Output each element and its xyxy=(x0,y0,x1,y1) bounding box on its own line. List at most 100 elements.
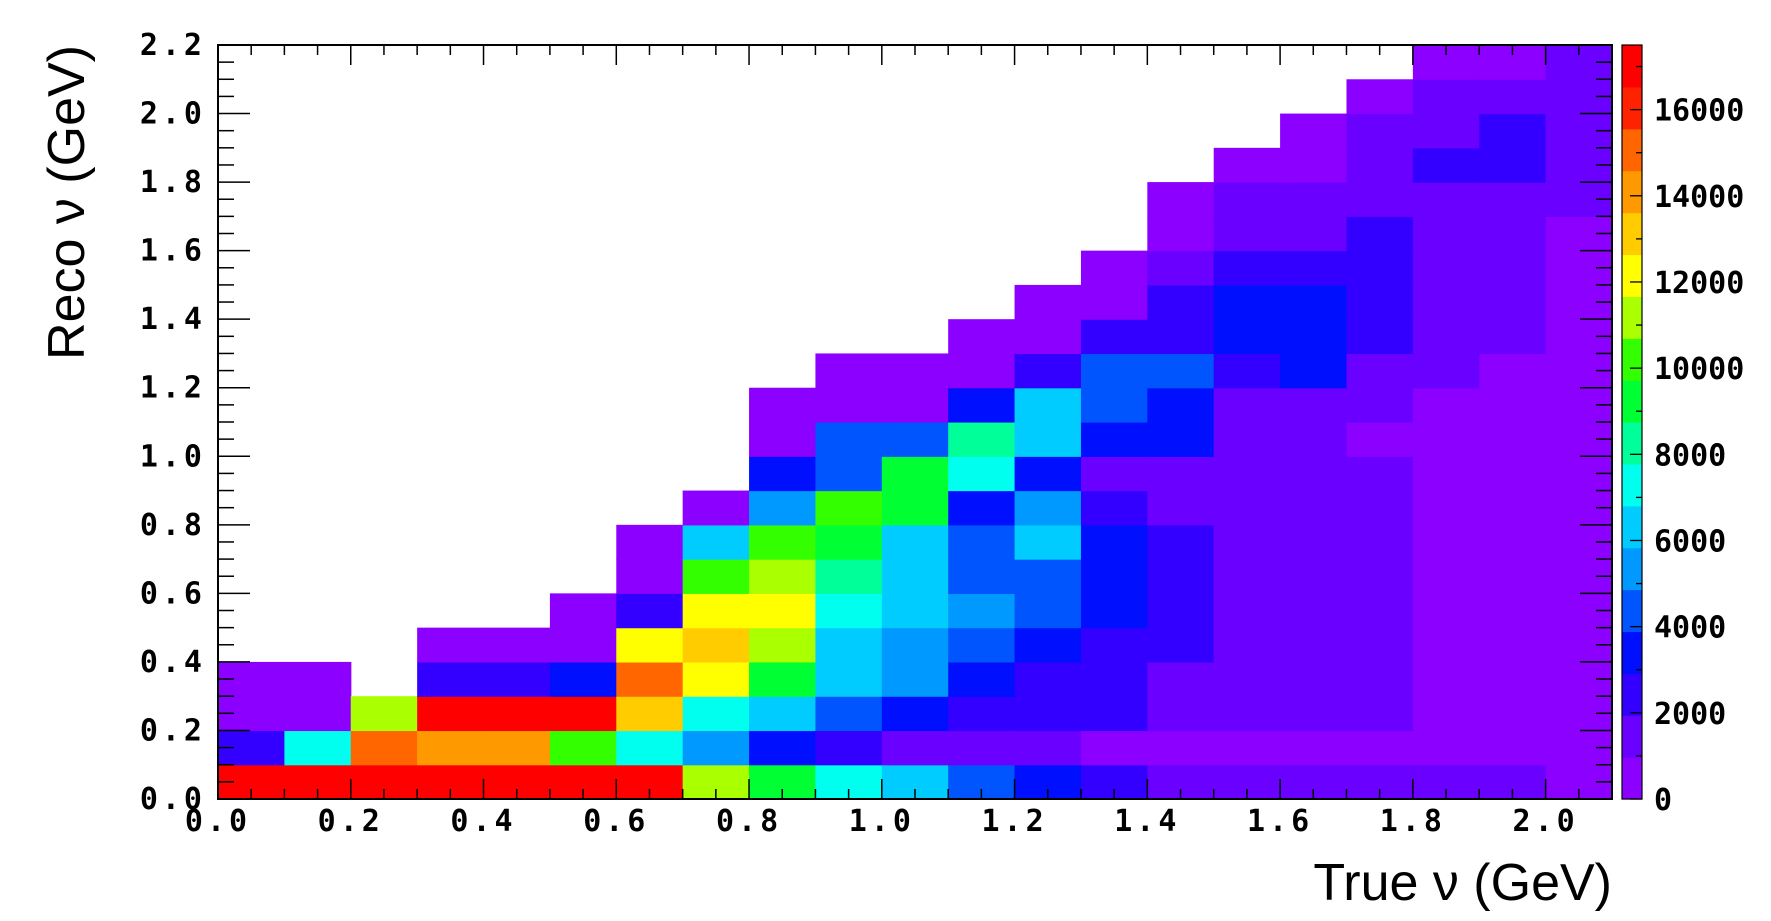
heatmap-cell xyxy=(1014,284,1082,320)
heatmap-cell xyxy=(549,696,617,732)
heatmap-cell xyxy=(749,593,817,629)
y-tick-label: 1.8 xyxy=(140,165,206,200)
heatmap-cell xyxy=(1479,250,1547,286)
heatmap-cell xyxy=(1346,147,1414,183)
heatmap-cell xyxy=(948,422,1016,457)
x-tick-label: 1.0 xyxy=(849,804,915,839)
colorbar-tick-label: 12000 xyxy=(1654,266,1744,301)
heatmap-cell xyxy=(749,456,817,492)
heatmap-cell xyxy=(417,696,485,732)
heatmap-cell xyxy=(1346,216,1414,252)
heatmap-cell xyxy=(1479,216,1547,252)
heatmap-cell xyxy=(1014,524,1082,560)
heatmap-cell xyxy=(549,627,617,663)
y-tick-label: 1.6 xyxy=(140,234,206,269)
heatmap-cell xyxy=(1280,661,1348,697)
heatmap-cell xyxy=(1412,387,1480,423)
heatmap-cell xyxy=(881,524,949,560)
heatmap-cell xyxy=(1280,559,1348,594)
colorbar-segment xyxy=(1622,422,1642,465)
heatmap-cell xyxy=(483,696,551,732)
heatmap-cell xyxy=(1147,490,1215,526)
heatmap-cell xyxy=(1147,216,1215,252)
heatmap-cell xyxy=(1014,319,1082,355)
heatmap-cell xyxy=(1280,284,1348,320)
heatmap-cell xyxy=(350,730,418,766)
heatmap-cell xyxy=(1412,319,1480,355)
heatmap-cell xyxy=(1213,319,1281,355)
x-tick-label: 2.0 xyxy=(1513,804,1579,839)
heatmap-cell xyxy=(1280,113,1348,149)
heatmap-cell xyxy=(1147,559,1215,594)
heatmap-cell xyxy=(1014,456,1082,492)
heatmap-cell xyxy=(749,696,817,732)
heatmap-cell xyxy=(682,490,750,526)
y-tick-label: 0.8 xyxy=(140,508,206,543)
heatmap-cell xyxy=(1213,490,1281,526)
heatmap-cell xyxy=(1280,319,1348,355)
heatmap-cells xyxy=(218,45,1613,800)
heatmap-cell xyxy=(948,490,1016,526)
heatmap-cell xyxy=(1479,559,1547,594)
y-tick-label: 0.0 xyxy=(140,782,206,817)
heatmap-cell xyxy=(1080,250,1148,286)
heatmap-cell xyxy=(1412,113,1480,149)
heatmap-cell xyxy=(616,627,684,663)
heatmap-cell xyxy=(1080,353,1148,389)
heatmap-cell xyxy=(616,661,684,697)
heatmap-cell xyxy=(682,593,750,629)
heatmap-cell xyxy=(881,490,949,526)
heatmap-cell xyxy=(1014,387,1082,423)
heatmap-cell xyxy=(948,524,1016,560)
heatmap-cell xyxy=(815,696,883,732)
heatmap-cell xyxy=(1014,422,1082,457)
heatmap-cell xyxy=(1479,422,1547,457)
heatmap-cell xyxy=(1280,216,1348,252)
heatmap-cell xyxy=(1080,696,1148,732)
heatmap-cell xyxy=(1213,387,1281,423)
x-tick-label: 1.8 xyxy=(1380,804,1446,839)
heatmap-cell xyxy=(1479,79,1547,115)
heatmap-cell xyxy=(1147,284,1215,320)
colorbar-segment xyxy=(1622,715,1642,758)
y-tick-label: 1.2 xyxy=(140,371,206,406)
y-tick-label: 2.2 xyxy=(140,28,206,63)
heatmap-cell xyxy=(284,661,352,697)
heatmap-cell xyxy=(1412,661,1480,697)
heatmap-cell xyxy=(1346,627,1414,663)
heatmap-cell xyxy=(1080,730,1148,766)
heatmap-cell xyxy=(815,353,883,389)
heatmap-cell xyxy=(549,661,617,697)
colorbar-segment xyxy=(1622,296,1642,339)
x-axis-title: True ν (GeV) xyxy=(1313,854,1612,912)
heatmap-cell xyxy=(1412,627,1480,663)
colorbar-segment xyxy=(1622,45,1642,88)
heatmap-cell xyxy=(1280,422,1348,457)
heatmap-cell xyxy=(1014,593,1082,629)
heatmap-cell xyxy=(1147,250,1215,286)
heatmap-cell xyxy=(1280,593,1348,629)
colorbar-segment xyxy=(1622,380,1642,423)
heatmap-cell xyxy=(1213,182,1281,217)
heatmap-cell xyxy=(1280,456,1348,492)
heatmap-cell xyxy=(549,593,617,629)
heatmap-cell xyxy=(948,387,1016,423)
heatmap-cell xyxy=(1213,661,1281,697)
heatmap-cell xyxy=(1280,147,1348,183)
heatmap-cell xyxy=(1014,696,1082,732)
heatmap-cell xyxy=(948,456,1016,492)
heatmap-cell xyxy=(1412,284,1480,320)
heatmap-cell xyxy=(1147,627,1215,663)
y-tick-label: 0.4 xyxy=(140,645,206,680)
heatmap-cell xyxy=(815,387,883,423)
heatmap-cell xyxy=(881,456,949,492)
heatmap-cell xyxy=(1147,593,1215,629)
x-tick-label: 0.0 xyxy=(185,804,251,839)
heatmap-cell xyxy=(815,593,883,629)
heatmap-cell xyxy=(1080,524,1148,560)
heatmap-cell xyxy=(616,696,684,732)
heatmap-cell xyxy=(1479,387,1547,423)
heatmap-cell xyxy=(616,559,684,594)
heatmap-cell xyxy=(948,319,1016,355)
